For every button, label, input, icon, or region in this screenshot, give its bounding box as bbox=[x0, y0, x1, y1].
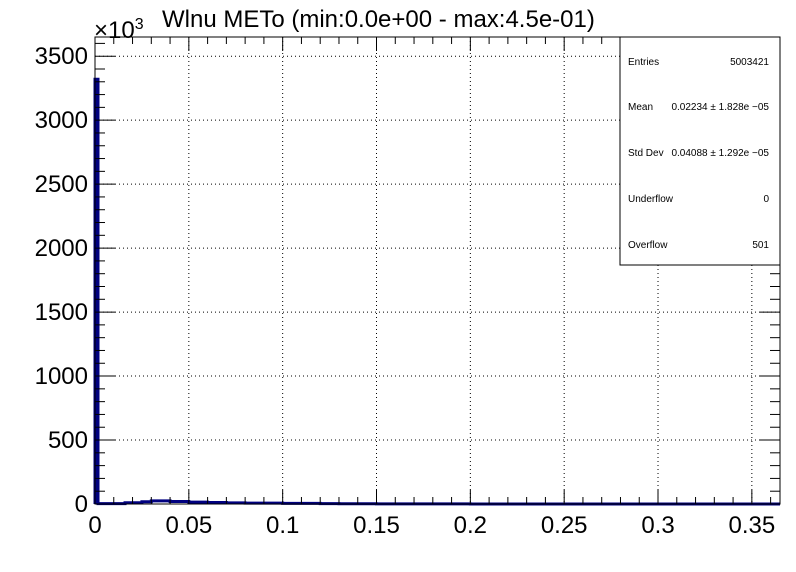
stats-row-label: Std Dev bbox=[628, 148, 664, 159]
stats-row-value: 5003421 bbox=[730, 57, 769, 68]
stats-row-value: 501 bbox=[752, 240, 769, 251]
y-axis-multiplier: ×103 bbox=[94, 16, 144, 44]
x-tick-label: 0.3 bbox=[641, 512, 674, 539]
stats-row-value: 0.02234 ± 1.828e −05 bbox=[671, 102, 769, 113]
stats-row-label: Underflow bbox=[628, 194, 674, 205]
x-tick-label: 0.15 bbox=[353, 512, 400, 539]
y-tick-label: 1000 bbox=[35, 363, 88, 390]
plot-frame bbox=[94, 36, 781, 505]
y-tick-label: 3500 bbox=[35, 43, 88, 70]
x-tick-label: 0.2 bbox=[454, 512, 487, 539]
stats-row-label: Overflow bbox=[628, 240, 668, 251]
stats-row-label: Mean bbox=[628, 102, 653, 113]
stats-box-frame bbox=[619, 36, 781, 266]
stats-row-value: 0.04088 ± 1.292e −05 bbox=[671, 148, 769, 159]
x-tick-label: 0.05 bbox=[165, 512, 212, 539]
x-tick-label: 0.25 bbox=[541, 512, 588, 539]
y-tick-label: 2000 bbox=[35, 235, 88, 262]
x-tick-label: 0 bbox=[88, 512, 101, 539]
chart-title: Wlnu METo (min:0.0e+00 - max:4.5e-01) bbox=[162, 6, 595, 33]
y-tick-label: 2500 bbox=[35, 171, 88, 198]
y-tick-label: 1500 bbox=[35, 299, 88, 326]
axis-tick-labels: 0 0.05 0.1 0.15 0.2 0.25 0.3 0.35 0 500 1000 1500 20… bbox=[35, 43, 776, 539]
stats-row-value: 0 bbox=[763, 194, 769, 205]
x-tick-label: 0.35 bbox=[728, 512, 775, 539]
y-tick-label: 3000 bbox=[35, 107, 88, 134]
y-tick-label: 0 bbox=[75, 491, 88, 518]
stats-row-label: Entries bbox=[628, 57, 659, 68]
stats-box: Entries 5003421 Mean 0.02234 ± 1.828e −05 St… bbox=[619, 36, 781, 266]
x-tick-label: 0.1 bbox=[266, 512, 299, 539]
y-tick-label: 500 bbox=[48, 427, 88, 454]
